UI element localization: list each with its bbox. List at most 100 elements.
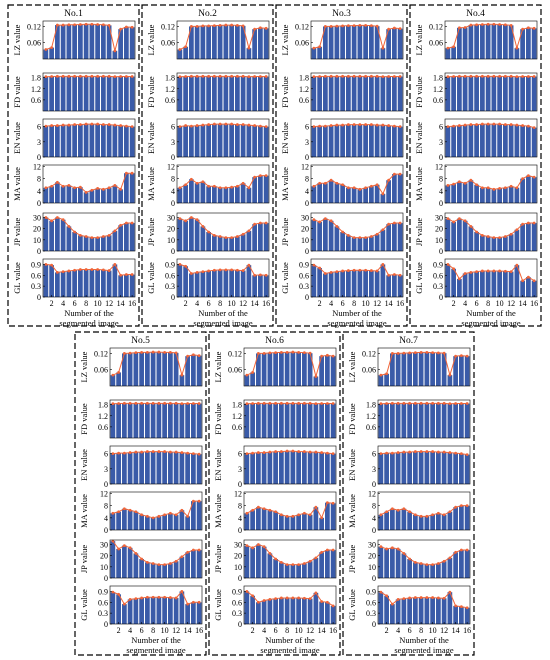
- bar: [447, 375, 453, 386]
- y-tick-label: 0.3: [433, 282, 443, 291]
- panel-border: [409, 4, 542, 327]
- bar: [296, 564, 301, 578]
- data-point: [425, 350, 429, 354]
- plot-frame: [310, 72, 404, 112]
- data-point: [379, 402, 383, 406]
- bar: [340, 232, 345, 251]
- bar: [194, 272, 200, 297]
- bar: [323, 76, 328, 111]
- bar: [462, 125, 468, 157]
- data-point: [230, 74, 234, 78]
- bar: [267, 403, 273, 438]
- bar: [325, 602, 330, 624]
- bar: [177, 187, 183, 203]
- data-point: [442, 351, 446, 355]
- bar: [191, 602, 196, 624]
- bar: [200, 76, 206, 111]
- data-point: [258, 221, 262, 225]
- data-point: [44, 75, 48, 79]
- y-tick-label: 4: [305, 187, 309, 196]
- y-tick-label: 30: [100, 540, 108, 549]
- data-point: [308, 559, 312, 563]
- bar: [395, 403, 401, 438]
- data-point: [130, 125, 134, 128]
- bar: [258, 274, 263, 297]
- data-point: [425, 401, 429, 405]
- bar: [124, 173, 129, 203]
- bar: [313, 452, 319, 484]
- bar: [223, 25, 229, 60]
- data-point: [431, 401, 435, 405]
- y-tick-label: 30: [368, 540, 376, 549]
- y-tick-label: 30: [167, 213, 175, 222]
- data-point: [346, 269, 350, 272]
- bar: [95, 76, 100, 111]
- data-point: [475, 230, 479, 234]
- data-point: [258, 174, 262, 178]
- data-point: [492, 74, 496, 78]
- bar: [217, 187, 223, 203]
- data-point: [457, 74, 461, 78]
- data-point: [117, 547, 121, 551]
- data-point: [247, 123, 251, 127]
- bar: [244, 591, 250, 624]
- bar: [334, 226, 340, 251]
- data-point: [189, 124, 193, 128]
- data-point: [358, 74, 362, 78]
- bar: [390, 353, 395, 386]
- data-point: [379, 452, 383, 455]
- data-point: [463, 272, 467, 275]
- data-point: [113, 183, 117, 187]
- data-point: [375, 24, 379, 28]
- bar: [485, 236, 491, 251]
- data-point: [145, 450, 149, 453]
- bar: [95, 24, 100, 59]
- bar: [116, 403, 121, 438]
- bar: [279, 352, 284, 386]
- x-axis-label-line-2: segmented image: [193, 318, 252, 328]
- y-tick-label: 12: [167, 163, 175, 172]
- data-point: [387, 178, 391, 182]
- data-point: [274, 450, 278, 453]
- data-point: [387, 27, 391, 31]
- bar: [369, 236, 374, 251]
- data-point: [186, 354, 190, 358]
- bar: [101, 269, 106, 297]
- data-point: [163, 350, 167, 354]
- data-point: [180, 555, 184, 559]
- bar: [122, 508, 127, 530]
- bar: [229, 76, 234, 111]
- data-point: [521, 75, 525, 78]
- data-point: [145, 350, 149, 354]
- bar: [168, 563, 173, 578]
- y-tick-label: 1.8: [299, 74, 309, 83]
- bar: [55, 272, 60, 297]
- y-tick-label: 1.8: [165, 74, 175, 83]
- bar: [330, 550, 336, 578]
- bar: [459, 606, 464, 624]
- bar: [206, 124, 211, 157]
- data-point: [122, 544, 126, 547]
- bar: [430, 352, 435, 386]
- bar: [319, 403, 324, 438]
- x-tick-label: 2: [50, 299, 54, 308]
- x-axis-label-line-2: segmented image: [126, 645, 185, 655]
- bar: [363, 187, 368, 203]
- data-point: [452, 182, 456, 186]
- data-point: [191, 499, 195, 503]
- data-point: [195, 74, 199, 78]
- data-point: [73, 23, 77, 27]
- bar: [363, 270, 368, 297]
- bar: [330, 503, 336, 530]
- bar: [95, 124, 100, 157]
- data-point: [503, 23, 507, 27]
- y-tick-label: 0: [37, 153, 41, 162]
- bar: [485, 187, 491, 203]
